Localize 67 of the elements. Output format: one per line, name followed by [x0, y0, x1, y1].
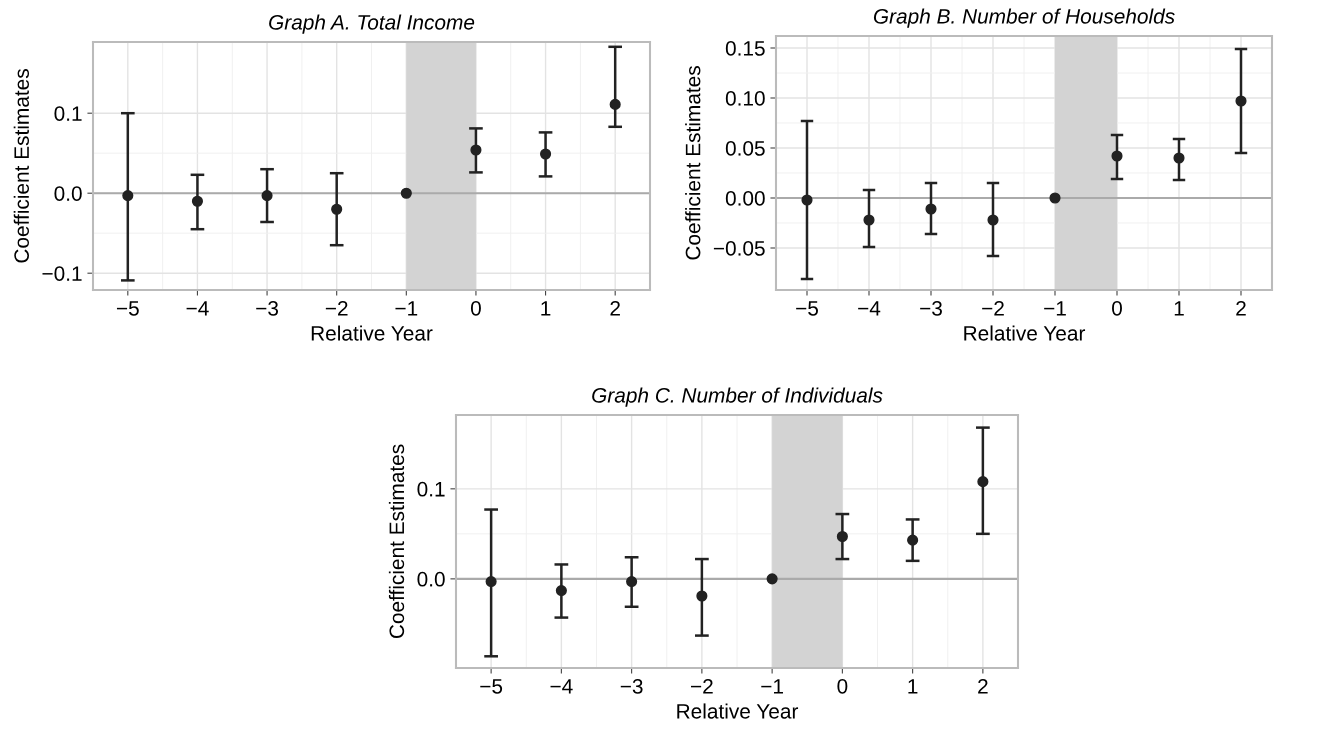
x-axis-title: Relative Year	[677, 703, 799, 719]
x-tick-label: 0	[1112, 300, 1122, 316]
point	[555, 585, 567, 597]
point	[907, 534, 919, 546]
x-tick-label: −4	[550, 679, 573, 694]
y-tick-label: −0.1	[42, 266, 82, 281]
y-axis-title: Coefficient Estimates	[388, 444, 405, 639]
y-axis-title: Coefficient Estimates	[685, 66, 701, 260]
point	[863, 214, 875, 226]
point	[400, 187, 412, 199]
x-tick-label: 2	[978, 678, 988, 694]
y-tick-label: 0.05	[725, 141, 765, 156]
y-tick-label: 0.00	[725, 191, 765, 206]
x-tick-label: −1	[761, 679, 783, 694]
point	[191, 195, 203, 207]
point	[470, 144, 482, 156]
x-tick-label: −1	[1044, 301, 1066, 316]
x-tick-label: −4	[858, 301, 881, 316]
point	[261, 190, 273, 202]
x-tick-label: −3	[256, 300, 279, 316]
x-tick-label: 0	[837, 678, 848, 694]
point	[1173, 152, 1185, 164]
x-axis-title: Relative Year	[311, 325, 433, 341]
point	[801, 194, 813, 206]
x-tick-label: −3	[920, 300, 942, 316]
point	[122, 190, 134, 202]
x-tick-label: −5	[116, 301, 139, 316]
x-tick-label: −4	[186, 301, 209, 316]
point	[987, 214, 999, 226]
x-tick-label: −2	[325, 300, 348, 316]
y-tick-label: 0.0	[417, 571, 445, 587]
point	[977, 476, 989, 488]
point	[1111, 150, 1123, 162]
chart-title: Graph C. Number of Individuals	[592, 387, 883, 407]
point	[766, 573, 778, 585]
x-tick-label: −5	[480, 679, 503, 694]
point	[1049, 192, 1061, 204]
point	[540, 148, 552, 160]
x-tick-label: 0	[470, 300, 481, 316]
y-tick-label: 0.10	[725, 91, 765, 106]
x-tick-label: 1	[541, 301, 551, 316]
x-tick-label: 2	[1236, 300, 1246, 316]
point	[925, 203, 937, 215]
point	[331, 203, 343, 215]
y-tick-label: 0.0	[54, 186, 82, 201]
y-tick-label: 0.1	[54, 106, 82, 121]
point	[696, 590, 708, 602]
x-axis-title: Relative Year	[964, 325, 1086, 341]
point	[836, 530, 848, 543]
x-tick-label: 1	[908, 679, 918, 694]
x-tick-label: −2	[982, 300, 1004, 316]
x-tick-label: −1	[395, 301, 418, 316]
point	[609, 98, 621, 110]
point	[485, 576, 497, 588]
point	[1235, 95, 1247, 107]
chart-title: Graph B. Number of Households	[873, 8, 1175, 28]
y-tick-label: 0.1	[417, 481, 445, 497]
y-tick-label: 0.15	[725, 41, 765, 56]
x-tick-label: 2	[610, 300, 620, 316]
chart-title: Graph A. Total Income	[269, 14, 475, 34]
y-tick-label: −0.05	[713, 241, 765, 256]
x-tick-label: −3	[620, 678, 643, 694]
x-tick-label: 1	[1174, 301, 1184, 316]
y-axis-title: Coefficient Estimates	[13, 69, 30, 263]
x-tick-label: −2	[691, 678, 713, 694]
x-tick-label: −5	[796, 301, 818, 316]
point	[626, 576, 638, 588]
